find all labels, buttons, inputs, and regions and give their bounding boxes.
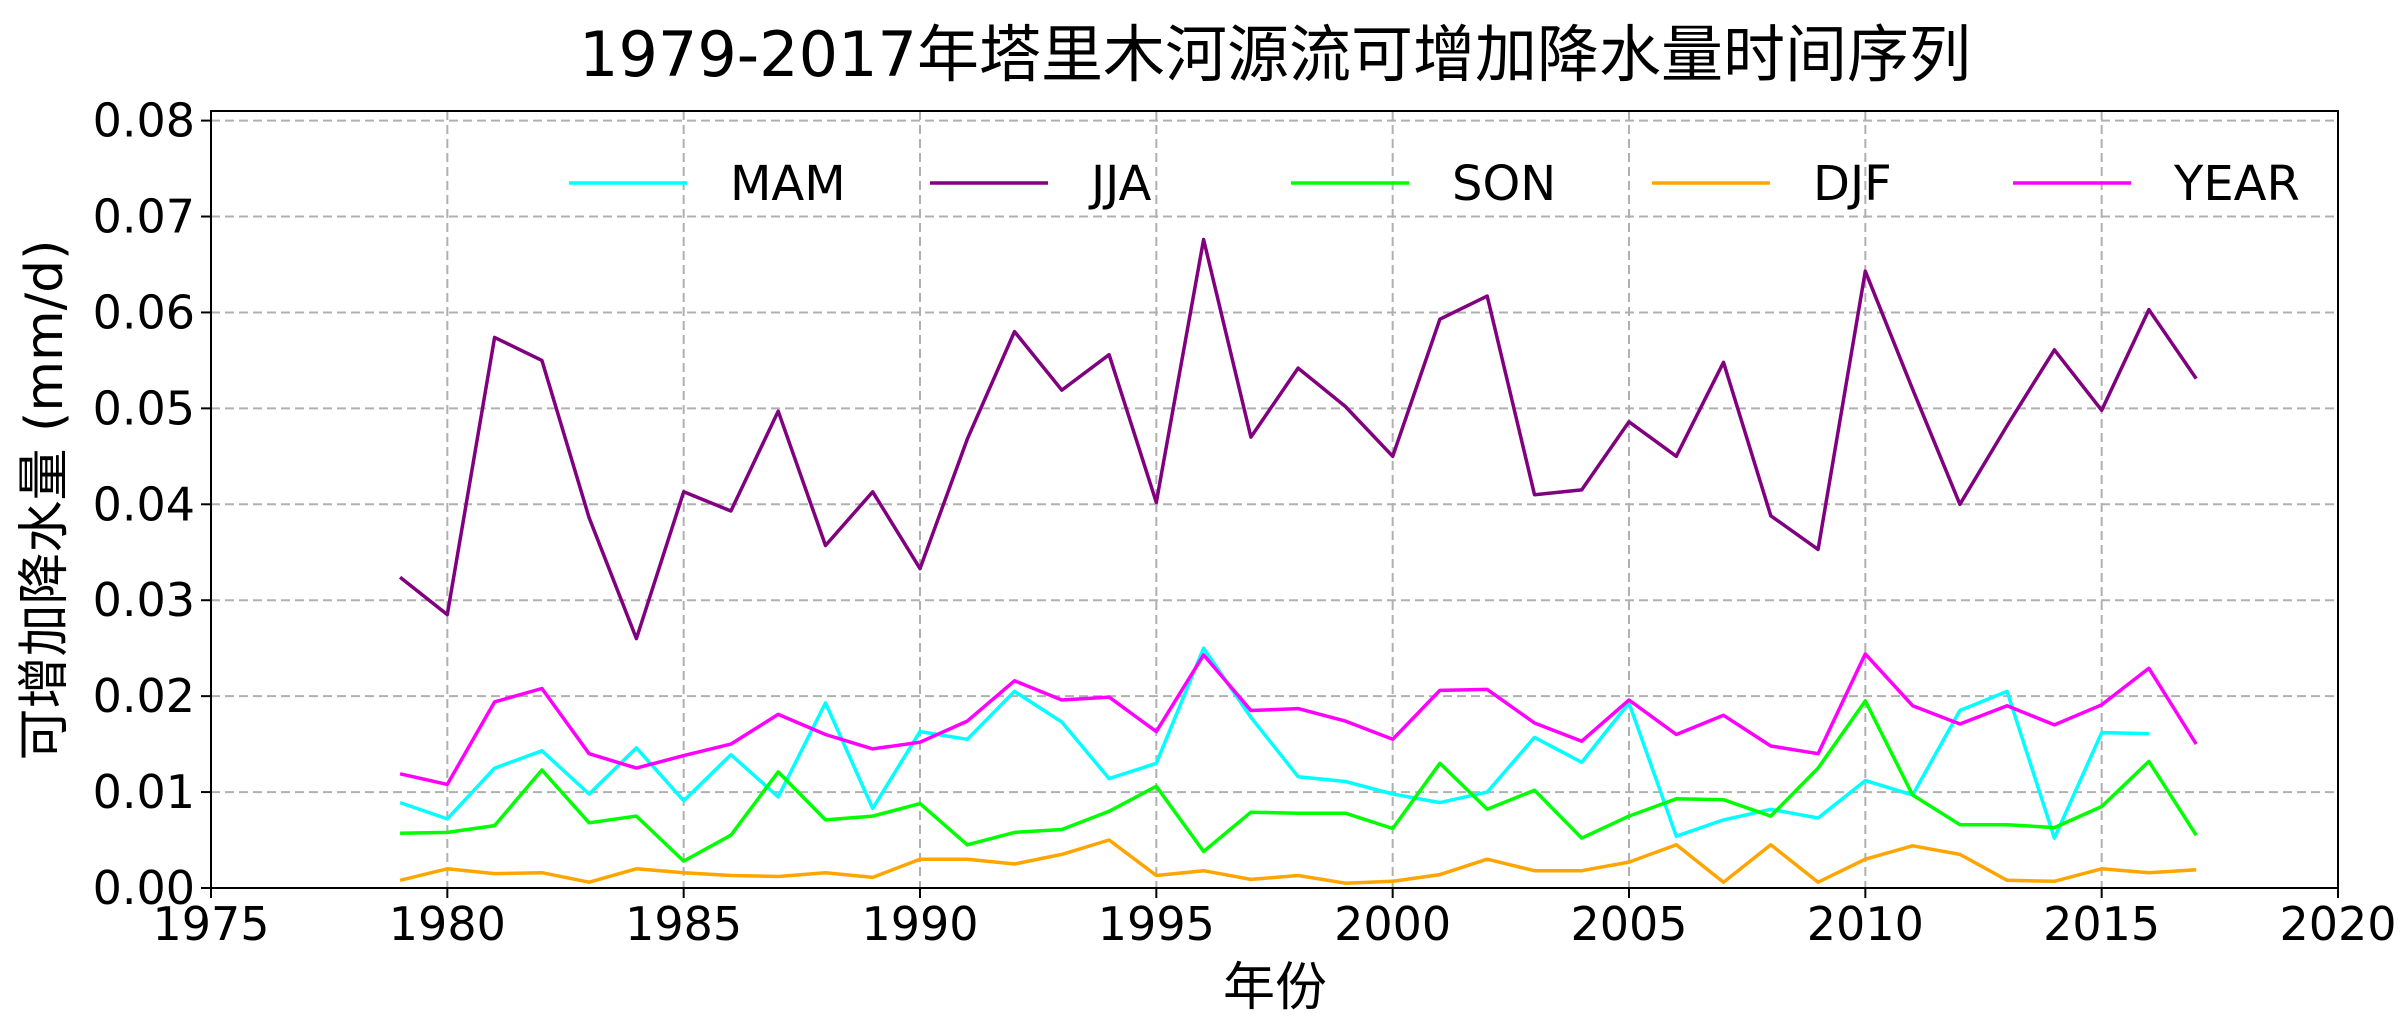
legend-label-year: YEAR xyxy=(2173,156,2300,212)
legend: MAM JJA SON DJF YEAR xyxy=(569,156,2300,212)
series-line-djf xyxy=(399,838,2197,885)
series-line-son xyxy=(400,699,2198,863)
series-line-year xyxy=(399,652,2198,787)
y-tick-label: 0.03 xyxy=(93,573,195,627)
y-tick-label: 0.04 xyxy=(93,477,195,531)
legend-label-jja: JJA xyxy=(1088,156,1151,212)
series-lines xyxy=(399,237,2198,885)
x-tick-label: 1985 xyxy=(625,897,742,951)
y-axis: 0.00 0.01 0.02 0.03 0.04 0.05 0.06 0.07 0.08 xyxy=(93,94,211,915)
x-tick-label: 2015 xyxy=(2043,897,2160,951)
y-tick-label: 0.02 xyxy=(93,669,195,723)
y-tick-label: 0.07 xyxy=(93,190,195,244)
y-tick-label: 0.08 xyxy=(93,94,195,148)
x-tick-label: 1975 xyxy=(152,897,269,951)
x-tick-label: 2020 xyxy=(2279,897,2396,951)
x-tick-label: 1995 xyxy=(1098,897,1215,951)
x-axis-label: 年份 xyxy=(1223,958,1327,1018)
y-axis-label: 可增加降水量 (mm/d) xyxy=(15,240,75,761)
y-tick-label: 0.01 xyxy=(93,765,195,819)
x-tick-label: 2000 xyxy=(1334,897,1451,951)
legend-label-mam: MAM xyxy=(730,156,846,212)
chart-title: 1979-2017年塔里木河源流可增加降水量时间序列 xyxy=(579,18,1971,91)
y-tick-label: 0.00 xyxy=(93,861,195,915)
x-axis: 1975 1980 1985 1990 1995 2000 2005 2010 2015 2020 xyxy=(152,888,2397,951)
y-tick-label: 0.06 xyxy=(93,285,195,339)
grid xyxy=(210,111,2339,889)
legend-label-son: SON xyxy=(1452,156,1556,212)
plot-frame xyxy=(210,110,2339,889)
x-tick-label: 1990 xyxy=(861,897,978,951)
series-line-jja xyxy=(399,237,2198,641)
x-tick-label: 2010 xyxy=(1807,897,1924,951)
y-tick-label: 0.05 xyxy=(93,381,195,435)
x-tick-label: 2005 xyxy=(1570,897,1687,951)
series-line-mam xyxy=(399,646,2149,840)
legend-label-djf: DJF xyxy=(1813,156,1892,212)
x-tick-label: 1980 xyxy=(389,897,506,951)
